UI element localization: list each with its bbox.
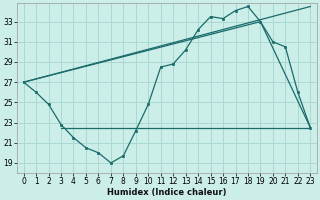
X-axis label: Humidex (Indice chaleur): Humidex (Indice chaleur)	[107, 188, 227, 197]
